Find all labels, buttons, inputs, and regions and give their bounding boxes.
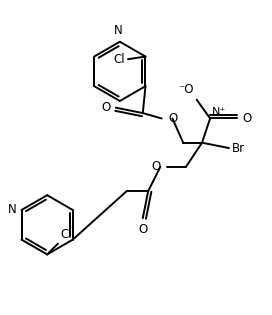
Text: O: O <box>138 223 147 237</box>
Text: O: O <box>101 101 110 114</box>
Text: Br: Br <box>232 141 245 155</box>
Text: N: N <box>114 24 123 37</box>
Text: N: N <box>7 203 16 216</box>
Text: O: O <box>242 112 252 125</box>
Text: Cl: Cl <box>114 53 125 66</box>
Text: O: O <box>151 160 160 174</box>
Text: ⁻O: ⁻O <box>178 83 194 95</box>
Text: N⁺: N⁺ <box>211 107 226 117</box>
Text: Cl: Cl <box>61 228 72 241</box>
Text: O: O <box>168 112 178 125</box>
